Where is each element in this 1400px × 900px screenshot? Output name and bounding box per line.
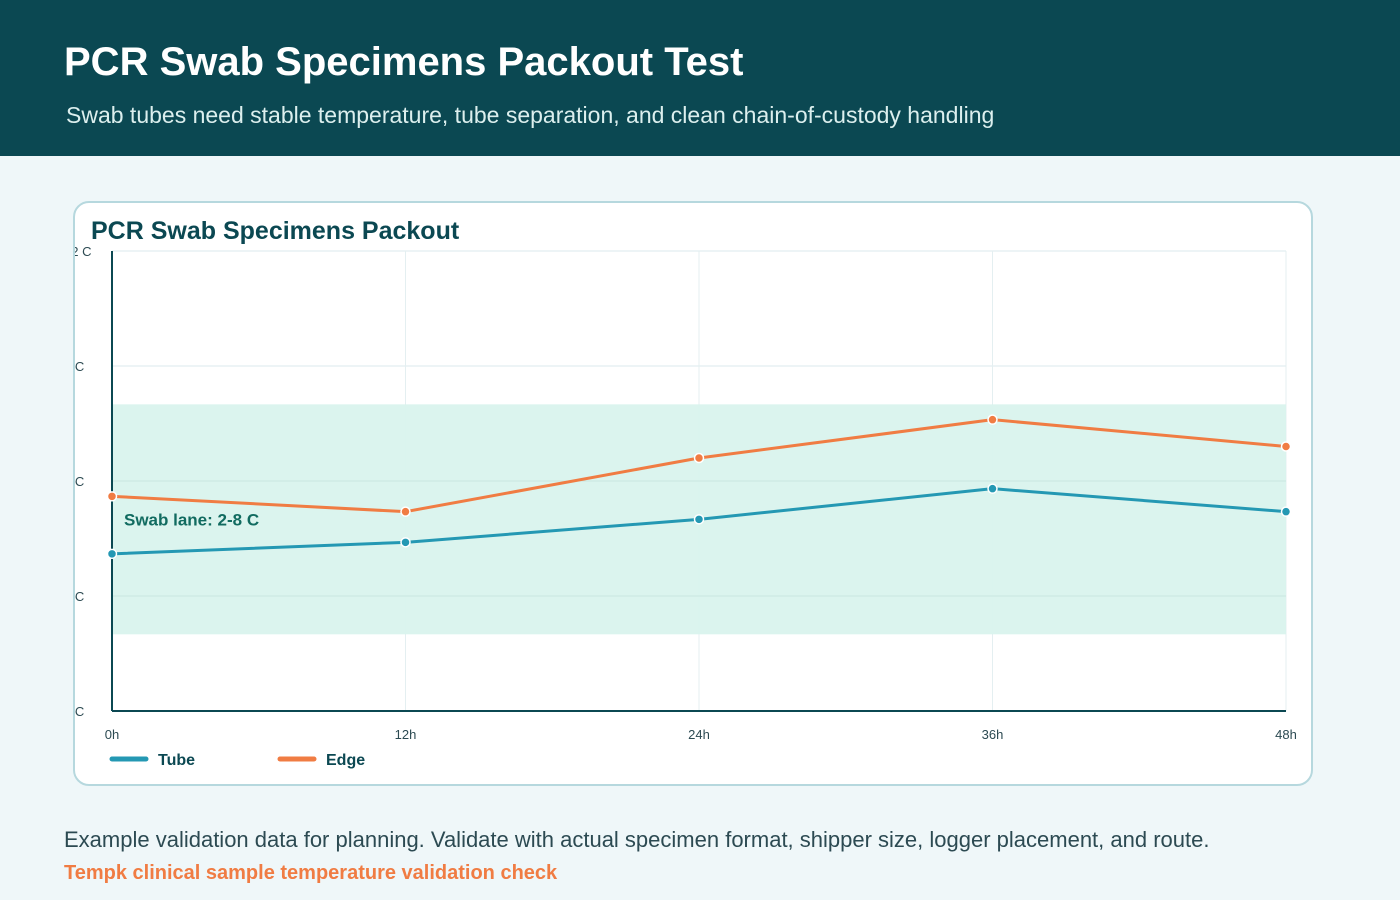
chart-title: PCR Swab Specimens Packout [91, 217, 460, 245]
target-band-label: Swab lane: 2-8 C [124, 510, 259, 529]
line-chart: PCR Swab Specimens Packout Swab lane: 2-… [75, 217, 1297, 769]
x-tick-label: 12h [395, 727, 417, 742]
page-title: PCR Swab Specimens Packout Test [64, 40, 744, 84]
chart-legend: Tube Edge [109, 752, 365, 769]
y-tick-label: 9 C [75, 359, 84, 374]
y-tick-label: 3 C [75, 589, 84, 604]
header-banner: PCR Swab Specimens Packout Test Swab tub… [0, 0, 1400, 156]
brand-tagline: Tempk clinical sample temperature valida… [64, 862, 558, 884]
footnote: Example validation data for planning. Va… [64, 827, 1210, 852]
data-point-tube [987, 483, 998, 494]
page-subtitle: Swab tubes need stable temperature, tube… [66, 102, 995, 128]
data-point-tube [1280, 506, 1292, 517]
x-tick-label: 36h [982, 727, 1004, 742]
chart-card: PCR Swab Specimens Packout Swab lane: 2-… [73, 201, 1313, 786]
y-tick-label: 6 C [75, 474, 84, 489]
x-tick-label: 24h [688, 727, 710, 742]
chart-axes: 0 C 3 C 6 C 9 C 12 C 0h 12h 24h 36h 48h [75, 244, 1297, 742]
data-point-edge [106, 491, 118, 502]
y-tick-label: 12 C [75, 244, 91, 259]
data-point-edge [400, 506, 411, 517]
x-tick-label: 48h [1275, 727, 1297, 742]
x-tick-label: 0h [105, 727, 119, 742]
legend-label-tube: Tube [158, 752, 195, 769]
data-point-edge [693, 452, 705, 464]
legend-label-edge: Edge [326, 752, 365, 769]
data-point-tube [106, 548, 118, 560]
data-point-tube [400, 537, 411, 548]
data-point-edge [1280, 441, 1292, 452]
data-point-tube [693, 514, 705, 525]
data-point-edge [987, 414, 998, 425]
y-tick-label: 0 C [75, 704, 84, 719]
chart-series [106, 414, 1292, 560]
